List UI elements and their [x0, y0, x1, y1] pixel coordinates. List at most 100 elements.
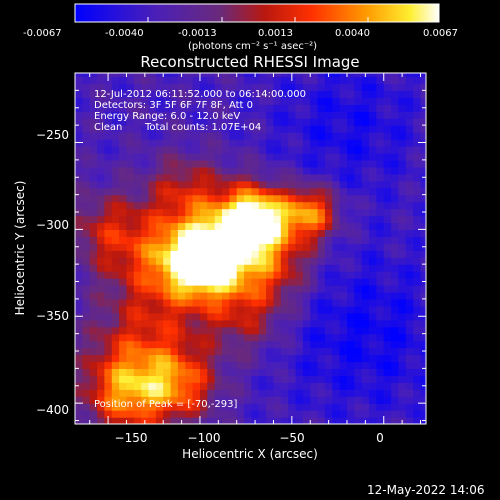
heatmap-cell [89, 257, 98, 265]
heatmap-cell [280, 326, 289, 335]
heatmap-cell [317, 243, 326, 251]
heatmap-cell [89, 229, 98, 237]
heatmap-cell [126, 201, 135, 210]
heatmap-cell [339, 257, 348, 265]
heatmap-cell [148, 410, 157, 418]
heatmap-cell [383, 403, 392, 411]
heatmap-cell [347, 298, 355, 307]
heatmap-cell [119, 215, 128, 224]
heatmap-cell [413, 375, 422, 383]
heatmap-cell [207, 243, 216, 251]
heatmap-cell [310, 278, 319, 286]
heatmap-cell [347, 97, 355, 105]
heatmap-cell [214, 375, 223, 383]
heatmap-cell [133, 139, 142, 147]
heatmap-cell [258, 319, 267, 328]
heatmap-cell [332, 73, 341, 78]
heatmap-cell [192, 340, 201, 349]
heatmap-cell [236, 396, 245, 404]
heatmap-cell [244, 305, 253, 314]
heatmap-cell [376, 236, 385, 244]
heatmap-cell [317, 368, 326, 376]
heatmap-cell [420, 375, 426, 383]
heatmap-cell [420, 410, 426, 418]
heatmap-cell [413, 166, 422, 175]
heatmap-cell [236, 111, 245, 119]
heatmap-cell [413, 76, 422, 85]
heatmap-cell [214, 187, 223, 196]
heatmap-cell [126, 166, 135, 175]
heatmap-cell [126, 257, 135, 265]
heatmap-cell [133, 389, 142, 397]
heatmap-cell [339, 361, 348, 369]
heatmap-cell [111, 166, 120, 175]
heatmap-cell [192, 180, 201, 189]
heatmap-cell [119, 194, 128, 203]
heatmap-cell [266, 194, 275, 203]
heatmap-cell [177, 361, 186, 369]
heatmap-cell [266, 298, 275, 307]
heatmap-cell [280, 173, 289, 182]
heatmap-cell [317, 389, 326, 397]
heatmap-cell [405, 347, 414, 356]
heatmap-cell [244, 208, 253, 217]
heatmap-cell [354, 180, 363, 189]
heatmap-cell [347, 104, 355, 112]
heatmap-cell [104, 180, 113, 189]
heatmap-cell [295, 410, 304, 418]
heatmap-cell [222, 194, 230, 203]
heatmap-cell [155, 326, 164, 335]
heatmap-cell [332, 97, 341, 105]
heatmap-cell [376, 257, 385, 265]
heatmap-cell [251, 326, 260, 335]
heatmap-cell [97, 354, 106, 363]
heatmap-cell [413, 410, 422, 418]
heatmap-cell [332, 229, 341, 237]
heatmap-cell [177, 257, 186, 265]
heatmap-cell [398, 118, 407, 126]
heatmap-cell [288, 361, 297, 369]
heatmap-cell [317, 159, 326, 168]
heatmap-cell [369, 347, 377, 356]
heatmap-cell [332, 354, 341, 363]
heatmap-cell [148, 159, 157, 168]
heatmap-cell [354, 201, 363, 210]
heatmap-cell [222, 326, 230, 335]
heatmap-cell [207, 361, 216, 369]
heatmap-cell [200, 347, 208, 356]
heatmap-cell [258, 354, 267, 363]
heatmap-cell [192, 257, 201, 265]
heatmap-cell [111, 73, 120, 78]
heatmap-cell [229, 257, 238, 265]
heatmap-cell [347, 319, 355, 328]
heatmap-cell [229, 347, 238, 356]
heatmap-cell [185, 333, 194, 342]
heatmap-cell [244, 410, 253, 418]
heatmap-cell [310, 291, 319, 300]
heatmap-cell [361, 278, 370, 286]
heatmap-cell [280, 146, 289, 154]
heatmap-cell [332, 389, 341, 397]
heatmap-cell [266, 83, 275, 91]
heatmap-cell [222, 243, 230, 251]
heatmap-cell [97, 375, 106, 383]
heatmap-cell [273, 375, 282, 383]
heatmap-cell [236, 166, 245, 175]
y-axis-label: Heliocentric Y (arcsec) [13, 181, 27, 316]
heatmap-cell [133, 368, 142, 376]
heatmap-cell [310, 389, 319, 397]
heatmap-cell [148, 152, 157, 161]
heatmap-cell [339, 97, 348, 105]
heatmap-cell [119, 417, 128, 424]
heatmap-cell [369, 271, 377, 279]
heatmap-cell [236, 146, 245, 154]
heatmap-cell [141, 368, 150, 376]
heatmap-cell [317, 201, 326, 210]
heatmap-cell [339, 180, 348, 189]
heatmap-cell [347, 264, 355, 272]
heatmap-cell [141, 111, 150, 119]
heatmap-cell [391, 340, 400, 349]
heatmap-cell [170, 166, 179, 175]
heatmap-cell [266, 368, 275, 376]
heatmap-cell [369, 285, 377, 293]
